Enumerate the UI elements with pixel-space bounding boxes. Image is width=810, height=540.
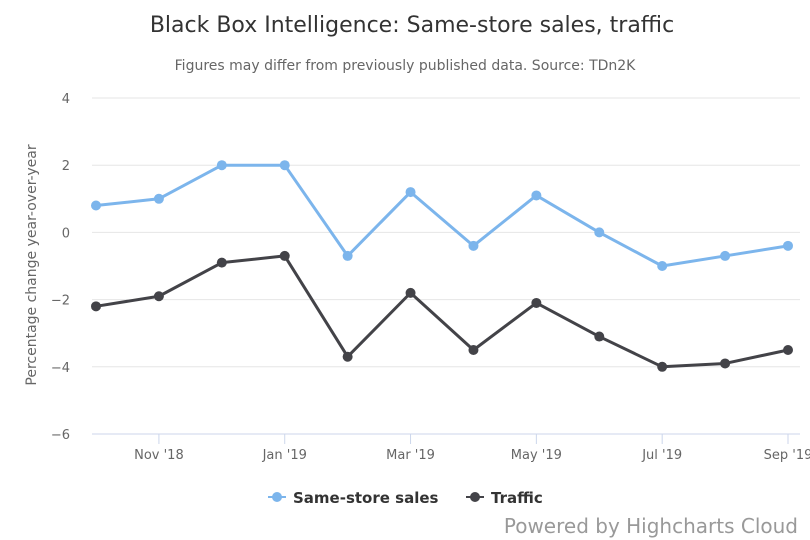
data-point[interactable] bbox=[153, 291, 164, 302]
data-point[interactable] bbox=[91, 200, 101, 211]
series-1[interactable] bbox=[91, 250, 793, 372]
legend-label[interactable]: Traffic bbox=[491, 489, 543, 507]
x-tick-label: Mar '19 bbox=[386, 448, 435, 463]
data-point[interactable] bbox=[342, 351, 353, 362]
data-point[interactable] bbox=[657, 361, 668, 372]
data-point[interactable] bbox=[783, 345, 793, 355]
x-tick-label: Jul '19 bbox=[641, 448, 682, 463]
legend-swatch-marker bbox=[272, 492, 282, 502]
x-tick-label: Jan '19 bbox=[262, 448, 307, 463]
data-point[interactable] bbox=[468, 240, 479, 251]
legend-swatch-marker bbox=[470, 492, 480, 502]
y-axis-title: Percentage change year-over-year bbox=[24, 144, 40, 385]
legend-label[interactable]: Same-store sales bbox=[293, 489, 439, 507]
data-point[interactable] bbox=[468, 345, 479, 355]
legend-item[interactable]: Traffic bbox=[466, 489, 543, 507]
y-tick-label: 0 bbox=[62, 226, 70, 241]
series-layer bbox=[91, 160, 793, 372]
legend: Same-store sales Traffic bbox=[268, 489, 543, 507]
data-point[interactable] bbox=[720, 358, 731, 369]
credits-text[interactable]: Powered by Highcharts Cloud bbox=[504, 514, 798, 538]
data-point[interactable] bbox=[405, 287, 416, 298]
series-0[interactable] bbox=[91, 160, 793, 271]
y-tick-label: −4 bbox=[51, 361, 70, 376]
x-tick-label: Nov '18 bbox=[134, 448, 184, 463]
chart-title: Black Box Intelligence: Same-store sales… bbox=[150, 13, 674, 38]
data-point[interactable] bbox=[91, 301, 101, 312]
data-point[interactable] bbox=[279, 250, 290, 261]
series-line[interactable] bbox=[94, 254, 790, 369]
data-point[interactable] bbox=[594, 227, 605, 238]
y-tick-label: 4 bbox=[62, 92, 70, 107]
y-axis-ticks: 4 2 0 −2 −4 −6 bbox=[51, 92, 70, 443]
grid bbox=[92, 97, 800, 435]
x-tick-label: May '19 bbox=[511, 448, 562, 463]
data-point[interactable] bbox=[594, 331, 605, 342]
x-axis: Nov '18 Jan '19 Mar '19 May '19 Jul '19 Sep '… bbox=[134, 434, 810, 463]
data-point[interactable] bbox=[216, 160, 227, 171]
data-point[interactable] bbox=[342, 250, 353, 261]
y-tick-label: 2 bbox=[62, 159, 70, 174]
data-point[interactable] bbox=[657, 261, 668, 271]
legend-item[interactable]: Same-store sales bbox=[268, 489, 439, 507]
data-point[interactable] bbox=[531, 297, 542, 308]
data-point[interactable] bbox=[405, 187, 416, 198]
data-point[interactable] bbox=[216, 257, 227, 268]
data-point[interactable] bbox=[720, 250, 731, 261]
data-point[interactable] bbox=[153, 193, 164, 204]
y-tick-label: −6 bbox=[51, 428, 70, 443]
chart-subtitle: Figures may differ from previously publi… bbox=[175, 58, 637, 74]
x-tick-label: Sep '19 bbox=[764, 448, 810, 463]
data-point[interactable] bbox=[783, 240, 793, 251]
data-point[interactable] bbox=[279, 160, 290, 171]
series-line[interactable] bbox=[94, 163, 790, 268]
y-tick-label: −2 bbox=[51, 294, 70, 309]
data-point[interactable] bbox=[531, 190, 542, 201]
